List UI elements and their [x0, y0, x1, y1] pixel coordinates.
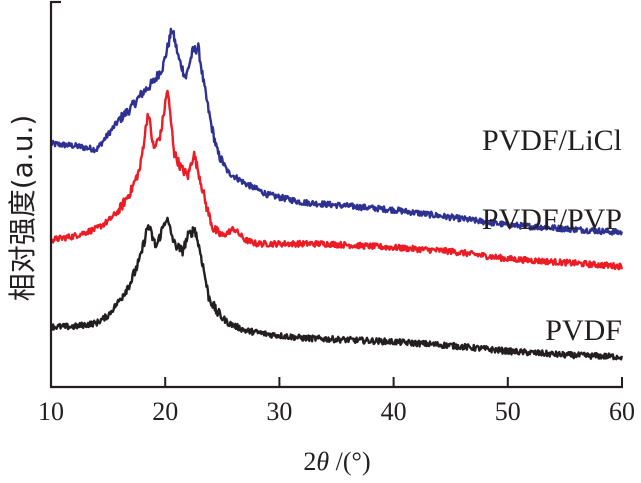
y-axis-title: 相对强度(a.u.)	[6, 115, 39, 302]
series-labels: PVDF/LiCl PVDF/PVP PVDF	[482, 124, 622, 347]
x-tick-label-10: 10	[38, 397, 64, 426]
series-line-pvdf-pvp	[49, 89, 623, 271]
x-axis-title: 2θ /(°)	[303, 447, 370, 476]
series-line-pvdf-licl	[49, 27, 623, 236]
x-tick-label-50: 50	[495, 397, 521, 426]
x-tick-label-30: 30	[266, 397, 292, 426]
x-tick-label-40: 40	[381, 397, 407, 426]
x-tick-label-20: 20	[152, 397, 178, 426]
series-label-pvdf-pvp: PVDF/PVP	[482, 203, 622, 236]
x-axis-tick-labels: 10 20 30 40 50 60	[38, 397, 635, 426]
series-line-pvdf	[50, 216, 623, 361]
series-label-pvdf: PVDF	[545, 314, 622, 347]
series-curves	[49, 27, 623, 361]
x-tick-label-60: 60	[609, 397, 635, 426]
x-axis-ticks	[164, 377, 623, 387]
series-label-pvdf-licl: PVDF/LiCl	[482, 124, 622, 157]
